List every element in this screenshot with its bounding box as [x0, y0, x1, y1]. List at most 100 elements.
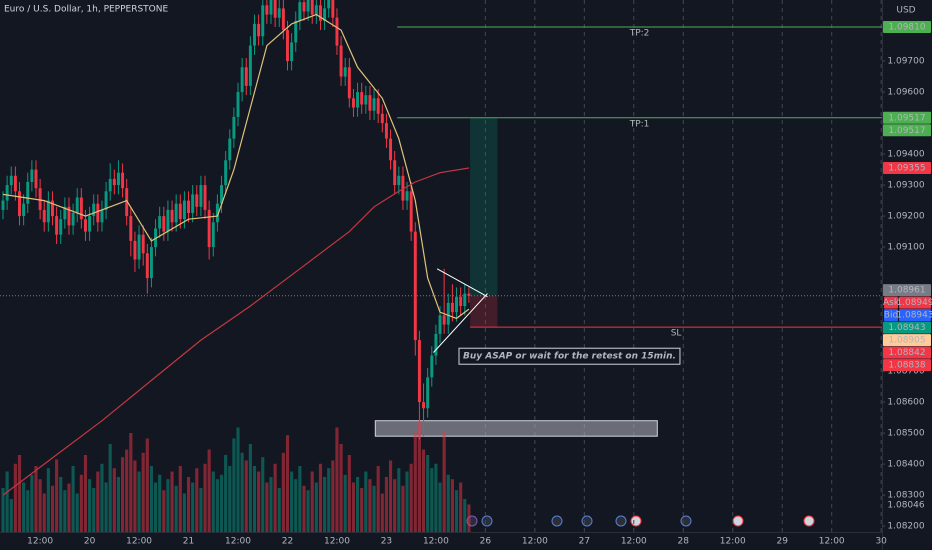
candle-body: [417, 340, 421, 403]
candle-body: [368, 95, 372, 111]
volume-bar: [79, 474, 83, 532]
volume-bar: [162, 490, 166, 532]
candle-body: [277, 8, 281, 18]
candle-body: [459, 296, 463, 306]
volume-bar: [413, 433, 417, 532]
candle-body: [71, 212, 75, 226]
candle-body: [63, 206, 67, 220]
volume-bar: [393, 479, 397, 532]
candle-body: [327, 0, 331, 9]
candle-body: [112, 178, 116, 186]
volume-bar: [228, 466, 232, 532]
volume-bar: [125, 449, 129, 532]
volume-bar: [30, 474, 34, 532]
x-tick-label: 12:00: [819, 537, 845, 547]
candle-body: [335, 17, 339, 46]
volume-bar: [442, 430, 446, 532]
x-tick-label: 12:00: [720, 537, 746, 547]
moving-average-short: [2, 13, 470, 320]
volume-bar: [236, 427, 240, 532]
volume-bar: [421, 449, 426, 532]
volume-bar: [380, 493, 384, 532]
currency-label: USD: [896, 6, 915, 16]
candles: [1, 0, 471, 440]
candle-body: [149, 247, 153, 279]
x-tick-label: 21: [183, 537, 194, 547]
volume-bar: [426, 455, 430, 532]
volume-bar: [182, 493, 186, 532]
candle-body: [18, 191, 21, 217]
y-tick-label: 1.08700: [887, 367, 924, 377]
candle-body: [294, 20, 298, 43]
volume-bar: [145, 438, 149, 532]
candle-body: [389, 138, 393, 161]
position-stop-area: [470, 295, 498, 328]
candle-body: [67, 206, 71, 226]
volume-bar: [96, 471, 100, 532]
candle-body: [422, 402, 426, 409]
volume-bar: [203, 463, 207, 532]
volume-bar: [261, 457, 265, 532]
position-target-area: [470, 117, 498, 296]
candle-body: [125, 188, 129, 217]
candle-body: [145, 253, 149, 279]
volume-bar: [339, 444, 343, 532]
candle-body: [116, 172, 120, 186]
volume-bar: [199, 488, 203, 532]
candle-body: [253, 23, 256, 46]
price-label: 1.08949: [896, 298, 932, 308]
candle-body: [50, 200, 54, 217]
volume-bar: [104, 482, 108, 532]
event-icon: [680, 515, 692, 527]
candle-body: [430, 355, 434, 378]
candle-body: [224, 160, 228, 186]
candle-body: [323, 8, 327, 21]
candle-body: [442, 315, 446, 325]
candle-body: [236, 92, 240, 117]
price-label: 1.08838: [888, 361, 925, 371]
candle-body: [191, 194, 195, 213]
volume-bar: [67, 483, 71, 532]
price-label: 1.09517: [888, 126, 925, 136]
volume-bar: [71, 466, 75, 532]
level-label: SL: [671, 329, 682, 339]
price-label-prefix: Bid: [884, 311, 898, 321]
candle-body: [306, 0, 310, 12]
candle-body: [158, 216, 162, 229]
candle-body: [347, 67, 351, 99]
volume-bar: [360, 488, 364, 532]
volume-bar: [121, 457, 125, 532]
event-icon: [615, 515, 627, 527]
candle-body: [133, 240, 137, 260]
volume-bar: [401, 485, 405, 532]
candle-body: [372, 98, 376, 111]
candle-body: [269, 0, 273, 15]
price-label: 1.08943: [888, 323, 925, 333]
volume-bar: [244, 460, 248, 532]
volume-bar: [34, 466, 38, 532]
volume-bar: [273, 463, 277, 532]
volume-bar: [257, 471, 261, 532]
event-icons: [466, 515, 815, 527]
candle-body: [26, 181, 30, 204]
event-icon: [481, 515, 493, 527]
candle-body: [351, 98, 355, 108]
volume-bar: [298, 466, 302, 532]
volume-bar: [100, 463, 104, 532]
candle-body: [298, 2, 302, 21]
volume-bar: [248, 444, 252, 532]
x-tick-label: 23: [381, 537, 392, 547]
volume-bar: [116, 477, 121, 532]
candle-body: [207, 209, 211, 248]
volume-bar: [219, 474, 224, 532]
volume-bar: [191, 482, 195, 532]
price-label-prefix-box: [884, 309, 898, 322]
candle-body: [244, 67, 248, 86]
volume-bar: [129, 433, 133, 532]
level-label: TP:2: [629, 28, 650, 38]
volume-bar: [269, 477, 273, 532]
volume-value-label: 1.08046: [887, 501, 924, 511]
candle-body: [129, 216, 133, 241]
volume-bar: [112, 468, 116, 532]
candle-body: [79, 197, 83, 220]
